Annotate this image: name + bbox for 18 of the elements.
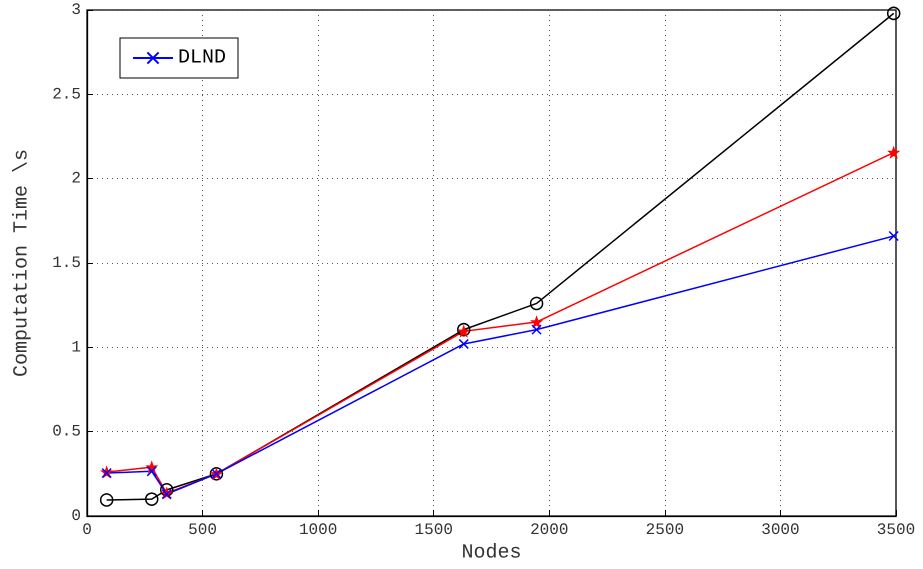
x-tick-label: 1500 — [414, 521, 453, 539]
legend-label: DLND — [178, 46, 226, 70]
y-tick-label: 2.5 — [52, 85, 81, 104]
y-tick-label: 1 — [71, 338, 81, 356]
y-axis-title: Computation Time \s — [10, 148, 34, 378]
x-tick-label: 3500 — [876, 521, 916, 539]
x-axis-title: Nodes — [461, 541, 522, 564]
y-tick-label: 1.5 — [52, 254, 81, 272]
y-tick-label: 0.5 — [52, 422, 81, 441]
x-tick-label: 500 — [188, 521, 217, 539]
y-tick-label: 0 — [71, 507, 81, 525]
x-tick-label: 0 — [82, 521, 92, 539]
x-tick-label: 2500 — [646, 521, 684, 539]
y-tick-label: 2 — [71, 170, 81, 188]
x-tick-label: 1000 — [298, 521, 338, 539]
x-tick-label: 2000 — [530, 521, 568, 539]
y-tick-label: 3 — [71, 1, 81, 19]
x-tick-label: 3000 — [761, 521, 800, 539]
